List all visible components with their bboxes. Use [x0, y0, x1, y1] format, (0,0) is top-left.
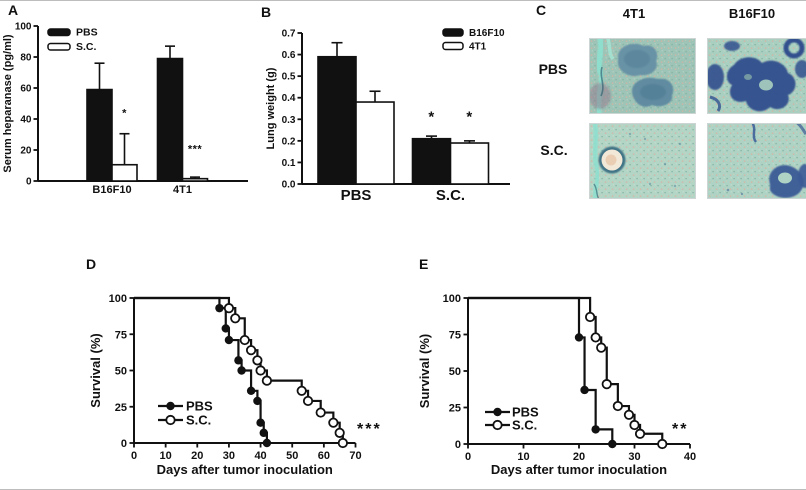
- column-header-b16f10: B16F10: [728, 6, 776, 21]
- svg-text:0: 0: [131, 450, 137, 462]
- svg-text:Days after tumor inoculation: Days after tumor inoculation: [157, 462, 333, 477]
- svg-text:0: 0: [121, 438, 127, 450]
- svg-text:60: 60: [318, 450, 330, 462]
- svg-text:4T1: 4T1: [469, 42, 487, 53]
- svg-text:*: *: [122, 108, 127, 120]
- svg-text:Days after tumor inoculation: Days after tumor inoculation: [491, 462, 667, 477]
- svg-text:40: 40: [254, 450, 266, 462]
- svg-text:B16F10: B16F10: [92, 184, 131, 196]
- svg-text:10: 10: [517, 451, 529, 463]
- row-label-pbs: PBS: [538, 61, 568, 77]
- svg-text:0.2: 0.2: [282, 136, 296, 147]
- svg-text:***: ***: [188, 143, 203, 155]
- svg-text:PBS: PBS: [341, 187, 372, 204]
- svg-text:***: ***: [357, 421, 382, 438]
- svg-text:B16F10: B16F10: [469, 28, 505, 39]
- svg-text:*: *: [466, 108, 472, 125]
- svg-text:0.5: 0.5: [282, 72, 296, 83]
- svg-text:100: 100: [15, 22, 32, 33]
- svg-text:75: 75: [115, 329, 127, 341]
- svg-text:40: 40: [20, 115, 32, 126]
- svg-text:S.C.: S.C.: [436, 187, 465, 204]
- svg-text:60: 60: [20, 84, 32, 95]
- svg-text:30: 30: [223, 450, 235, 462]
- svg-text:50: 50: [286, 450, 298, 462]
- svg-text:25: 25: [115, 402, 127, 414]
- svg-text:*: *: [428, 108, 434, 125]
- column-header-4t1: 4T1: [622, 6, 646, 21]
- svg-text:Survival (%): Survival (%): [417, 334, 432, 408]
- svg-text:70: 70: [349, 450, 361, 462]
- svg-text:30: 30: [628, 451, 640, 463]
- svg-text:20: 20: [573, 451, 585, 463]
- svg-text:0.7: 0.7: [282, 29, 296, 40]
- chart-d-survival-curve-b16f10: 0 25 50 75 100 0 10 20 30 40 50 60 70 Days after tumo…: [88, 293, 382, 477]
- panel-d-letter: D: [86, 256, 97, 272]
- svg-text:80: 80: [20, 53, 32, 64]
- svg-text:S.C.: S.C.: [76, 41, 97, 53]
- row-label-sc: S.C.: [540, 142, 568, 158]
- svg-text:Survival (%): Survival (%): [88, 333, 103, 407]
- svg-text:0.3: 0.3: [282, 115, 296, 126]
- svg-text:75: 75: [449, 330, 461, 342]
- panel-c-letter: C: [536, 2, 547, 18]
- histology-image-b16f10-sc: [708, 124, 806, 198]
- svg-text:4T1: 4T1: [173, 184, 192, 196]
- panel-e-letter: E: [419, 256, 429, 272]
- chart-e-survival-curve-4t1: 0 25 50 75 100 0 10 20 30 40 Days after tumor inoc…: [417, 293, 696, 477]
- svg-text:0: 0: [455, 439, 461, 451]
- histology-image-b16f10-pbs: [708, 39, 806, 113]
- svg-text:Serum heparanase (pg/ml): Serum heparanase (pg/ml): [2, 34, 14, 172]
- svg-text:S.C.: S.C.: [186, 413, 211, 428]
- histology-image-4t1-pbs: [590, 39, 695, 113]
- svg-text:0.1: 0.1: [282, 158, 296, 169]
- svg-text:20: 20: [191, 450, 203, 462]
- svg-text:0.4: 0.4: [282, 93, 296, 104]
- svg-text:100: 100: [443, 293, 461, 305]
- svg-text:0: 0: [465, 451, 471, 463]
- svg-text:20: 20: [20, 146, 32, 157]
- svg-text:Lung weight (g): Lung weight (g): [265, 67, 277, 149]
- svg-text:50: 50: [115, 366, 127, 378]
- svg-text:0.6: 0.6: [282, 50, 296, 61]
- svg-text:PBS: PBS: [512, 405, 539, 420]
- svg-text:0: 0: [26, 177, 32, 188]
- svg-text:100: 100: [109, 293, 127, 305]
- svg-text:PBS: PBS: [76, 27, 98, 39]
- svg-text:S.C.: S.C.: [512, 418, 537, 433]
- svg-text:50: 50: [449, 366, 461, 378]
- panel-a-letter: A: [8, 2, 19, 18]
- panel-c-histology: 4T1 B16F10 PBS S.C.: [520, 1, 806, 213]
- chart-b-lung-weight-bar: 0.0 0.1 0.2 0.3 0.4 0.5 0.6 0.7 Lung weight (g) P…: [265, 28, 510, 204]
- panel-b-letter: B: [261, 4, 272, 20]
- histology-image-4t1-sc: [590, 124, 695, 198]
- svg-text:0.0: 0.0: [282, 180, 296, 191]
- svg-text:25: 25: [449, 403, 461, 415]
- svg-text:40: 40: [684, 451, 696, 463]
- svg-text:10: 10: [160, 450, 172, 462]
- svg-text:PBS: PBS: [186, 399, 213, 414]
- svg-text:**: **: [672, 421, 688, 438]
